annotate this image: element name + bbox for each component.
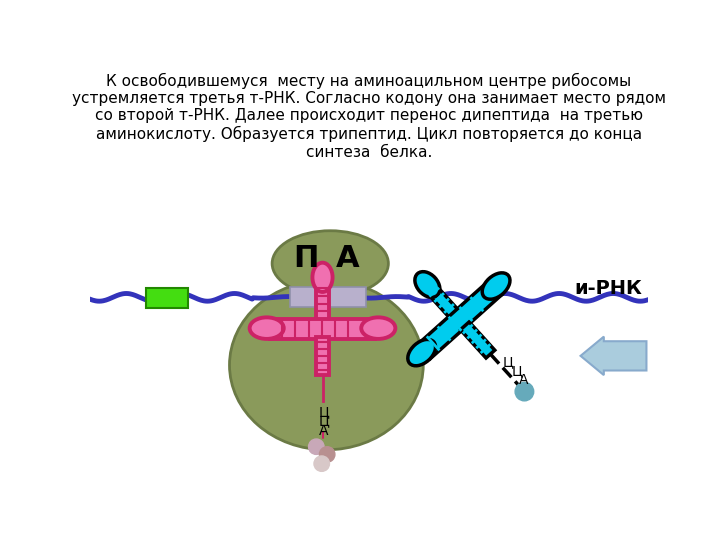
Bar	[145, 288, 189, 308]
Ellipse shape	[272, 231, 388, 296]
Text: Ц: Ц	[319, 414, 330, 428]
Polygon shape	[425, 283, 459, 319]
Ellipse shape	[250, 318, 284, 339]
Circle shape	[314, 456, 330, 471]
Bar	[270, 319, 375, 339]
Bar	[316, 336, 329, 375]
Bar	[290, 287, 327, 307]
Text: Ц: Ц	[511, 364, 522, 378]
Text: А: А	[336, 244, 359, 273]
Circle shape	[309, 439, 324, 455]
Text: и-РНК: и-РНК	[575, 279, 642, 298]
Circle shape	[515, 382, 534, 401]
Text: А: А	[319, 423, 329, 437]
Text: П: П	[293, 244, 318, 273]
FancyArrow shape	[580, 336, 647, 375]
Bar	[316, 280, 329, 323]
Text: Ц: Ц	[503, 355, 514, 369]
Ellipse shape	[230, 280, 423, 450]
Ellipse shape	[482, 273, 510, 299]
Circle shape	[320, 447, 335, 462]
Text: Ц: Ц	[319, 405, 330, 419]
Ellipse shape	[408, 340, 436, 366]
Polygon shape	[418, 281, 501, 359]
Ellipse shape	[312, 262, 333, 292]
Polygon shape	[460, 322, 495, 358]
Text: К освободившемуся  месту на аминоацильном центре рибосомы
устремляется третья т-: К освободившемуся месту на аминоацильном…	[72, 72, 666, 160]
Ellipse shape	[361, 318, 395, 339]
Ellipse shape	[415, 272, 440, 298]
Text: А: А	[519, 373, 529, 387]
Bar	[329, 287, 366, 307]
